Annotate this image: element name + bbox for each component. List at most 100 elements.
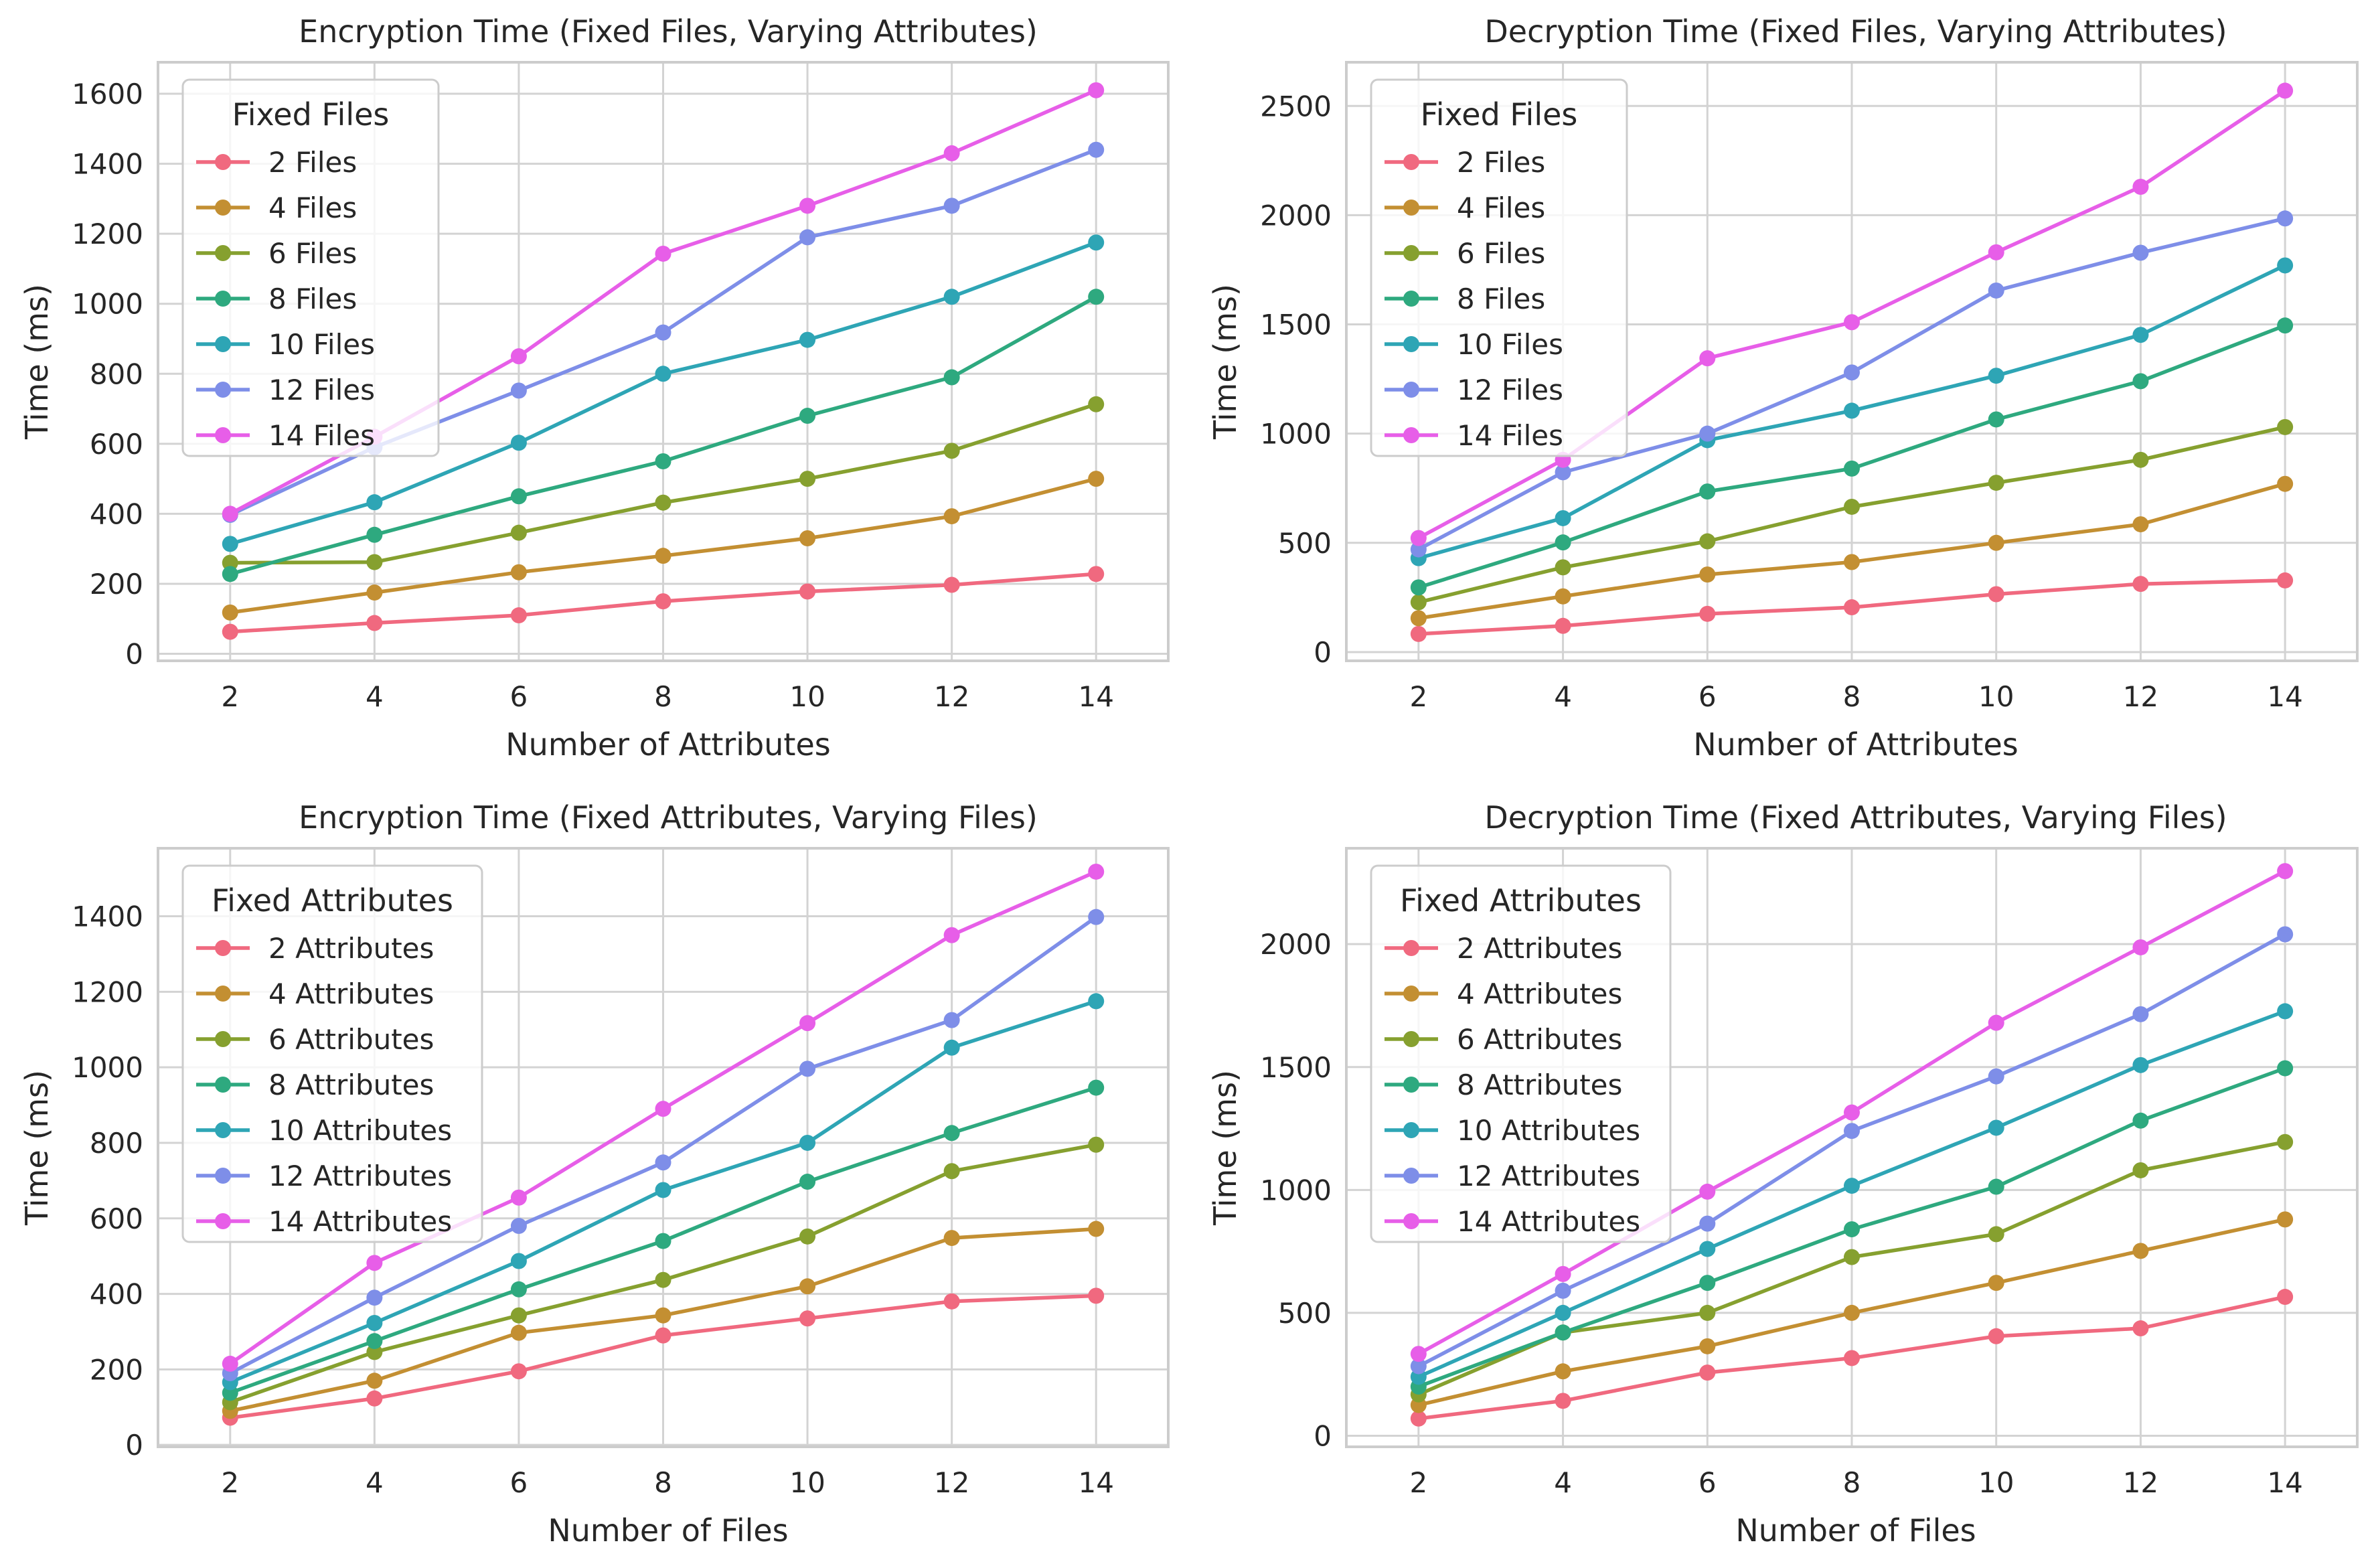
- data-point: [1988, 1014, 2004, 1031]
- series-4: [1410, 317, 2294, 596]
- data-point: [799, 229, 816, 246]
- data-point: [1555, 1265, 1571, 1282]
- data-point: [366, 1255, 383, 1271]
- x-tick-label: 8: [654, 680, 672, 713]
- legend-title: Fixed Files: [232, 96, 390, 133]
- data-point: [2132, 1112, 2149, 1129]
- x-tick-label: 10: [1978, 680, 2014, 713]
- data-point: [655, 1271, 671, 1288]
- legend-entry: 12 Files: [268, 374, 375, 406]
- data-point: [1088, 82, 1105, 98]
- data-point: [1088, 909, 1105, 925]
- data-point: [1555, 588, 1571, 605]
- legend-entry: 4 Attributes: [268, 977, 434, 1010]
- data-point: [1844, 1123, 1860, 1140]
- data-point: [2277, 418, 2294, 435]
- data-point: [1410, 541, 1427, 558]
- data-point: [366, 1390, 383, 1407]
- legend-entry: 2 Files: [268, 146, 357, 179]
- data-point: [2132, 1243, 2149, 1259]
- data-point: [510, 488, 527, 505]
- data-point: [1410, 530, 1427, 546]
- y-tick-label: 500: [1278, 527, 1332, 560]
- data-point: [510, 1218, 527, 1235]
- x-tick-label: 6: [510, 1466, 528, 1499]
- data-point: [943, 198, 960, 214]
- data-point: [1699, 1241, 1716, 1257]
- data-point: [2132, 373, 2149, 390]
- data-point: [1088, 234, 1105, 251]
- data-point: [2277, 572, 2294, 589]
- data-point: [222, 1355, 238, 1372]
- data-point: [1988, 282, 2004, 299]
- data-point: [799, 583, 816, 600]
- legend-entry: 2 Attributes: [1457, 932, 1622, 965]
- x-tick-label: 12: [934, 1466, 969, 1499]
- data-point: [1844, 314, 1860, 331]
- y-tick-label: 0: [125, 1429, 143, 1462]
- data-point: [510, 348, 527, 365]
- y-tick-label: 1000: [72, 1051, 143, 1084]
- y-tick-label: 2000: [1260, 928, 1332, 961]
- data-point: [799, 530, 816, 547]
- data-point: [510, 524, 527, 541]
- y-tick-label: 600: [90, 1202, 143, 1235]
- data-point: [1088, 1079, 1105, 1096]
- x-tick-label: 4: [1554, 680, 1572, 713]
- legend-entry: 8 Attributes: [1457, 1069, 1622, 1101]
- x-tick-label: 6: [1698, 1466, 1717, 1499]
- data-point: [366, 526, 383, 543]
- data-point: [1555, 509, 1571, 526]
- data-point: [943, 1012, 960, 1028]
- x-tick-label: 14: [2267, 680, 2302, 713]
- data-point: [655, 1307, 671, 1324]
- data-point: [1844, 402, 1860, 419]
- legend-entry: 8 Attributes: [268, 1069, 434, 1101]
- y-tick-label: 1500: [1260, 309, 1332, 341]
- data-point: [799, 1228, 816, 1245]
- data-point: [1844, 498, 1860, 515]
- data-point: [655, 1101, 671, 1117]
- data-point: [1555, 1393, 1571, 1409]
- data-point: [1988, 1275, 2004, 1291]
- data-point: [655, 453, 671, 469]
- data-point: [222, 566, 238, 582]
- series-5: [222, 993, 1105, 1391]
- legend-entry: 2 Attributes: [268, 932, 434, 965]
- data-point: [1988, 1068, 2004, 1085]
- legend-marker: [215, 245, 231, 261]
- data-point: [510, 564, 527, 580]
- data-point: [1988, 411, 2004, 428]
- legend-entry: 10 Files: [268, 328, 375, 361]
- legend-marker: [1403, 940, 1419, 956]
- legend-marker: [215, 336, 231, 352]
- legend-marker: [1403, 200, 1419, 216]
- data-point: [2277, 863, 2294, 880]
- series-2: [1410, 475, 2294, 627]
- data-point: [1410, 610, 1427, 627]
- data-point: [655, 324, 671, 341]
- x-tick-label: 8: [1843, 680, 1861, 713]
- data-point: [1088, 471, 1105, 487]
- data-point: [1088, 863, 1105, 880]
- y-tick-label: 1400: [72, 900, 143, 933]
- axes-frame: [1345, 847, 2359, 1448]
- data-point: [2277, 1133, 2294, 1150]
- legend-marker: [215, 1122, 231, 1138]
- data-point: [943, 1125, 960, 1142]
- data-point: [943, 1163, 960, 1180]
- series-1: [1410, 572, 2294, 642]
- series-7: [222, 863, 1105, 1372]
- data-point: [799, 331, 816, 348]
- x-tick-label: 10: [1978, 1466, 2014, 1499]
- data-point: [2132, 451, 2149, 468]
- data-point: [2132, 576, 2149, 593]
- y-axis-label: Time (ms): [19, 1070, 55, 1226]
- data-point: [1088, 993, 1105, 1010]
- chart-panel-3: 2 4 6 8 10 12 14 0 200 400 600 800 1000 1200 1400 Encry…: [19, 799, 1170, 1549]
- data-point: [1844, 1104, 1860, 1121]
- data-point: [1699, 533, 1716, 550]
- y-axis-label: Time (ms): [19, 284, 55, 440]
- data-point: [1088, 1136, 1105, 1153]
- series-1: [222, 566, 1105, 640]
